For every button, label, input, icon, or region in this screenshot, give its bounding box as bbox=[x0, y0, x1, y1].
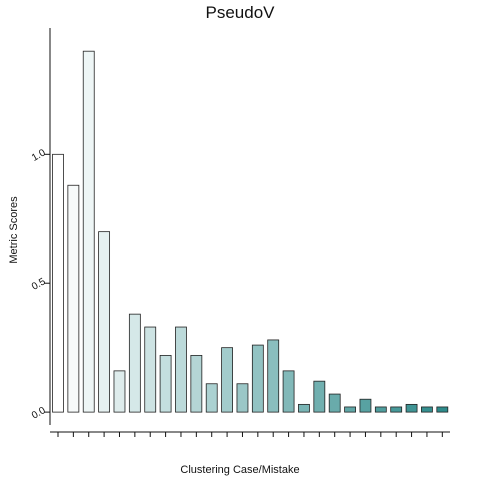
bar bbox=[82, 50, 95, 413]
y-axis-label: Metric Scores bbox=[8, 196, 20, 264]
bar bbox=[374, 406, 387, 413]
bar bbox=[175, 326, 187, 413]
bar bbox=[436, 406, 449, 413]
bar bbox=[144, 326, 157, 413]
bar bbox=[390, 406, 403, 413]
bar bbox=[267, 339, 280, 413]
y-tick-label: 0.5 bbox=[30, 276, 48, 293]
bar bbox=[159, 354, 172, 413]
bar bbox=[282, 370, 295, 413]
bar bbox=[52, 153, 64, 413]
bar bbox=[405, 403, 418, 413]
bar bbox=[205, 383, 218, 413]
bar bbox=[344, 406, 356, 413]
bar bbox=[113, 370, 126, 413]
bar bbox=[190, 354, 203, 413]
x-axis-label: Clustering Case/Mistake bbox=[180, 464, 299, 476]
y-tick-label: 0.0 bbox=[30, 405, 48, 422]
chart-title: PseudoV bbox=[206, 3, 276, 22]
bar bbox=[236, 383, 249, 413]
bar bbox=[67, 184, 80, 413]
bar bbox=[313, 380, 326, 413]
bar bbox=[359, 398, 372, 413]
bar bbox=[298, 403, 310, 413]
bar bbox=[421, 406, 433, 413]
bar bbox=[221, 347, 233, 413]
bar bbox=[251, 344, 264, 413]
y-tick-label: 1.0 bbox=[30, 147, 48, 164]
bar bbox=[328, 393, 341, 413]
bar bbox=[98, 231, 111, 413]
bar bbox=[128, 313, 141, 413]
